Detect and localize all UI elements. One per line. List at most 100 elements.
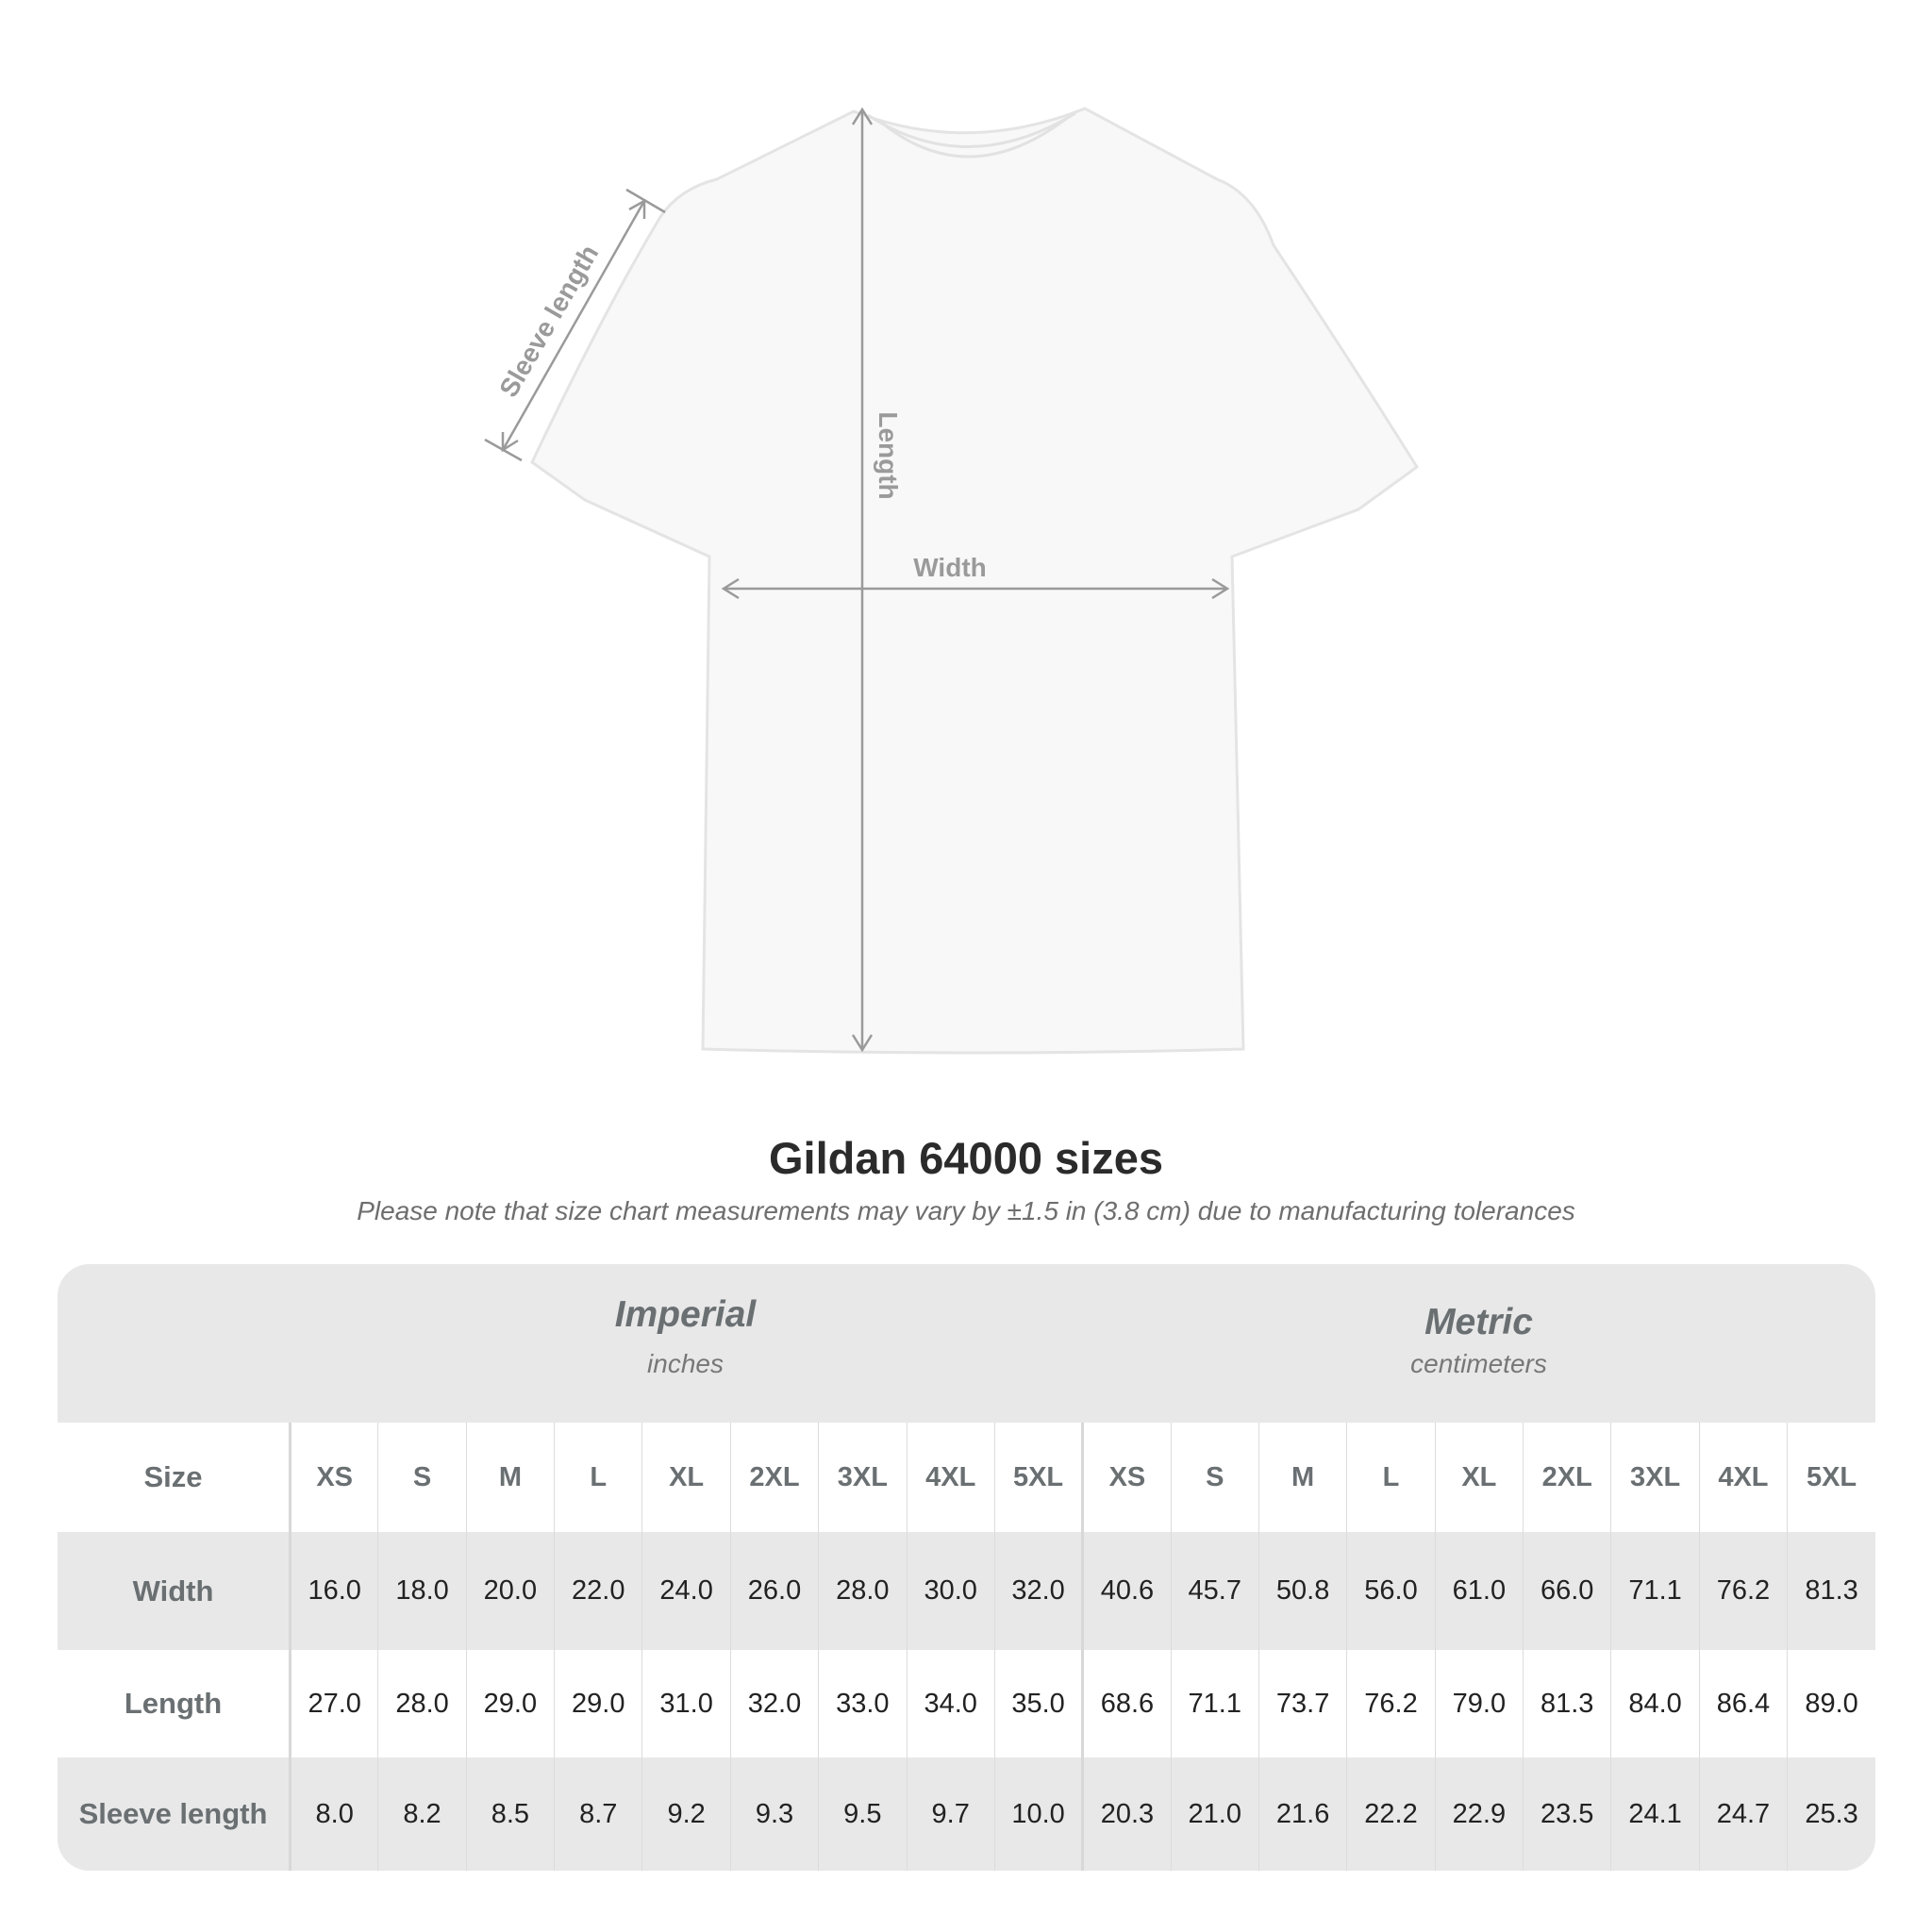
value-cell-imperial: 29.0 bbox=[554, 1650, 642, 1757]
value-cell-imperial: 24.0 bbox=[641, 1532, 731, 1650]
value-cell-imperial: 29.0 bbox=[465, 1650, 555, 1757]
value-cell-imperial: 32.0 bbox=[993, 1532, 1083, 1650]
value-cell-imperial: 9.3 bbox=[729, 1757, 819, 1871]
metric-unit: centimeters bbox=[1410, 1349, 1547, 1378]
value-cell-metric: 25.3 bbox=[1787, 1757, 1875, 1871]
value-cell-metric: 81.3 bbox=[1523, 1650, 1611, 1757]
size-header-metric: S bbox=[1170, 1423, 1259, 1532]
value-cell-imperial: 22.0 bbox=[554, 1532, 642, 1650]
value-cell-imperial: 9.5 bbox=[818, 1757, 908, 1871]
value-cell-metric: 21.0 bbox=[1170, 1757, 1259, 1871]
value-cell-imperial: 20.0 bbox=[465, 1532, 555, 1650]
value-cell-metric: 86.4 bbox=[1698, 1650, 1788, 1757]
value-cell-imperial: 9.7 bbox=[906, 1757, 995, 1871]
value-cell-metric: 23.5 bbox=[1523, 1757, 1611, 1871]
value-cell-metric: 71.1 bbox=[1170, 1650, 1259, 1757]
value-cell-metric: 40.6 bbox=[1081, 1532, 1172, 1650]
table-row: Length 27.0 28.0 29.0 29.0 31.0 32.0 33.0 34.0 35… bbox=[58, 1650, 1875, 1757]
tolerance-note: Please note that size chart measurements… bbox=[357, 1196, 1575, 1225]
size-header-imperial: XS bbox=[289, 1423, 378, 1532]
row-label: Length bbox=[58, 1650, 291, 1757]
value-cell-metric: 56.0 bbox=[1346, 1532, 1436, 1650]
value-cell-imperial: 26.0 bbox=[729, 1532, 819, 1650]
size-header-metric: XS bbox=[1081, 1423, 1172, 1532]
tshirt-diagram: Width Length Sleeve length bbox=[484, 107, 1420, 1055]
value-cell-imperial: 28.0 bbox=[377, 1650, 467, 1757]
arrowhead-icon bbox=[628, 198, 646, 219]
value-cell-imperial: 8.2 bbox=[377, 1757, 467, 1871]
value-cell-metric: 61.0 bbox=[1434, 1532, 1524, 1650]
arrowhead-icon bbox=[721, 577, 740, 600]
value-cell-metric: 21.6 bbox=[1257, 1757, 1347, 1871]
value-cell-metric: 79.0 bbox=[1434, 1650, 1524, 1757]
arrowhead-icon bbox=[851, 1034, 874, 1053]
value-cell-metric: 76.2 bbox=[1698, 1532, 1788, 1650]
value-cell-imperial: 18.0 bbox=[377, 1532, 467, 1650]
size-header-metric: L bbox=[1346, 1423, 1436, 1532]
arrowhead-icon bbox=[851, 107, 874, 125]
value-cell-metric: 73.7 bbox=[1257, 1650, 1347, 1757]
value-cell-metric: 45.7 bbox=[1170, 1532, 1259, 1650]
value-cell-imperial: 8.5 bbox=[465, 1757, 555, 1871]
table-row: Width 16.0 18.0 20.0 22.0 24.0 26.0 28.0 30.0 32.… bbox=[58, 1532, 1875, 1650]
value-cell-imperial: 8.0 bbox=[289, 1757, 378, 1871]
size-header-metric: 3XL bbox=[1610, 1423, 1700, 1532]
value-cell-imperial: 8.7 bbox=[554, 1757, 642, 1871]
size-header-row: Size XS S M L XL 2XL 3XL 4XL 5XL XS S M L XL 2XL 3XL 4XL 5… bbox=[58, 1423, 1875, 1532]
size-header-imperial: M bbox=[465, 1423, 555, 1532]
metric-header: Metric centimeters bbox=[1082, 1302, 1875, 1379]
value-cell-imperial: 16.0 bbox=[289, 1532, 378, 1650]
row-label: Sleeve length bbox=[58, 1757, 291, 1871]
width-label: Width bbox=[913, 553, 987, 582]
size-table: Imperial inches Metric centimeters Size X… bbox=[58, 1264, 1875, 1871]
value-cell-imperial: 32.0 bbox=[729, 1650, 819, 1757]
size-header-imperial: 2XL bbox=[729, 1423, 819, 1532]
length-label: Length bbox=[874, 411, 903, 499]
size-header-imperial: L bbox=[554, 1423, 642, 1532]
value-cell-metric: 24.7 bbox=[1698, 1757, 1788, 1871]
arrowhead-icon bbox=[501, 432, 519, 453]
value-cell-imperial: 33.0 bbox=[818, 1650, 908, 1757]
value-cell-metric: 20.3 bbox=[1081, 1757, 1172, 1871]
value-cell-metric: 68.6 bbox=[1081, 1650, 1172, 1757]
value-cell-imperial: 10.0 bbox=[993, 1757, 1083, 1871]
table-row: Sleeve length 8.0 8.2 8.5 8.7 9.2 9.3 9.5 9.7 10.… bbox=[58, 1757, 1875, 1871]
value-cell-metric: 81.3 bbox=[1787, 1532, 1875, 1650]
metric-title: Metric bbox=[1424, 1302, 1533, 1342]
value-cell-imperial: 28.0 bbox=[818, 1532, 908, 1650]
value-cell-metric: 84.0 bbox=[1610, 1650, 1700, 1757]
tshirt-collar bbox=[867, 111, 1076, 158]
size-header-imperial: 5XL bbox=[993, 1423, 1083, 1532]
size-header-imperial: 3XL bbox=[818, 1423, 908, 1532]
row-label: Width bbox=[58, 1532, 291, 1650]
value-cell-metric: 71.1 bbox=[1610, 1532, 1700, 1650]
value-cell-metric: 50.8 bbox=[1257, 1532, 1347, 1650]
size-header-imperial: 4XL bbox=[906, 1423, 995, 1532]
value-cell-imperial: 31.0 bbox=[641, 1650, 731, 1757]
size-grid: Size XS S M L XL 2XL 3XL 4XL 5XL XS S M L XL 2XL 3XL 4XL 5… bbox=[58, 1423, 1875, 1871]
arrowhead-icon bbox=[1211, 577, 1230, 600]
value-cell-imperial: 30.0 bbox=[906, 1532, 995, 1650]
value-cell-metric: 22.9 bbox=[1434, 1757, 1524, 1871]
size-header-metric: XL bbox=[1434, 1423, 1524, 1532]
size-header-imperial: XL bbox=[641, 1423, 731, 1532]
value-cell-metric: 22.2 bbox=[1346, 1757, 1436, 1871]
value-cell-metric: 24.1 bbox=[1610, 1757, 1700, 1871]
value-cell-metric: 89.0 bbox=[1787, 1650, 1875, 1757]
size-header-metric: 4XL bbox=[1698, 1423, 1788, 1532]
row-label: Size bbox=[58, 1423, 291, 1532]
size-header-imperial: S bbox=[377, 1423, 467, 1532]
value-cell-imperial: 34.0 bbox=[906, 1650, 995, 1757]
value-cell-imperial: 27.0 bbox=[289, 1650, 378, 1757]
value-cell-metric: 66.0 bbox=[1523, 1532, 1611, 1650]
value-cell-imperial: 9.2 bbox=[641, 1757, 731, 1871]
imperial-unit: inches bbox=[647, 1349, 724, 1378]
value-cell-metric: 76.2 bbox=[1346, 1650, 1436, 1757]
value-cell-imperial: 35.0 bbox=[993, 1650, 1083, 1757]
tshirt-shape bbox=[530, 107, 1420, 1055]
size-header-metric: M bbox=[1257, 1423, 1347, 1532]
sleeve-arrow bbox=[501, 200, 646, 451]
sleeve-tick bbox=[625, 188, 666, 214]
size-header-metric: 2XL bbox=[1523, 1423, 1611, 1532]
page-title: Gildan 64000 sizes bbox=[768, 1133, 1164, 1183]
